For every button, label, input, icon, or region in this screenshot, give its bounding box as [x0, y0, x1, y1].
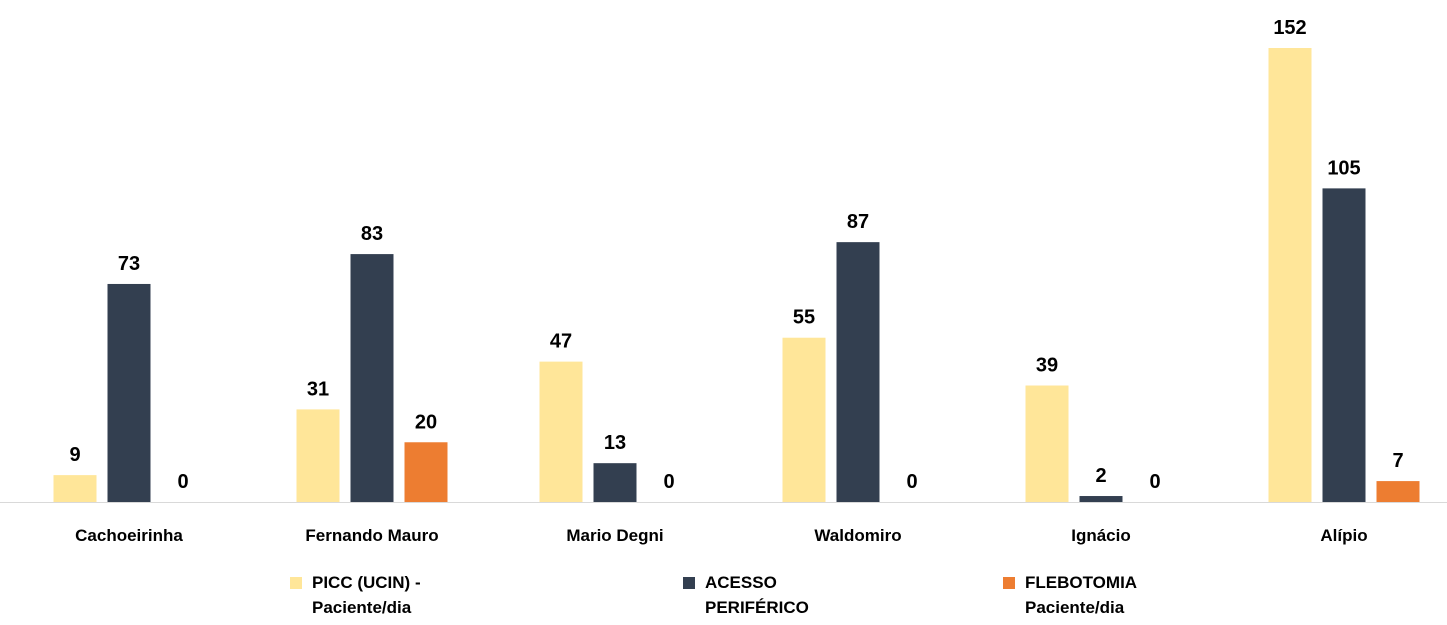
- legend-swatch: [1003, 577, 1015, 589]
- value-label: 31: [307, 378, 329, 400]
- x-tick-label: Cachoeirinha: [75, 526, 183, 545]
- value-label: 47: [550, 331, 572, 353]
- value-label: 0: [906, 471, 917, 493]
- bar: [1322, 188, 1366, 502]
- legend-item: FLEBOTOMIA Paciente/dia: [1003, 573, 1200, 620]
- legend-label: ACESSO PERIFÉRICO Paciente/dia: [705, 573, 809, 625]
- bar: [539, 361, 583, 502]
- bar: [593, 463, 637, 502]
- x-tick-label: Ignácio: [1071, 526, 1131, 545]
- value-label: 9: [69, 444, 80, 466]
- value-label: 55: [793, 307, 815, 329]
- bar: [107, 283, 151, 502]
- value-label: 73: [118, 253, 140, 275]
- value-label: 39: [1036, 355, 1058, 377]
- value-label: 20: [415, 411, 437, 433]
- legend-label: PICC (UCIN) - Paciente/dia: [312, 573, 421, 617]
- value-label: 2: [1095, 465, 1106, 487]
- legend-item: PICC (UCIN) - Paciente/dia: [290, 573, 487, 620]
- value-label: 105: [1327, 157, 1360, 179]
- bar: [1079, 496, 1123, 502]
- bar: [782, 337, 826, 502]
- bar: [1268, 48, 1312, 502]
- bar: [296, 409, 340, 502]
- bar: [404, 442, 448, 502]
- value-label: 152: [1273, 17, 1306, 39]
- value-label: 7: [1392, 450, 1403, 472]
- bar: [1376, 481, 1420, 502]
- bar: [1025, 385, 1069, 502]
- legend-label: FLEBOTOMIA Paciente/dia: [1025, 573, 1137, 617]
- value-label: 13: [604, 432, 626, 454]
- legend-item: ACESSO PERIFÉRICO Paciente/dia: [683, 573, 880, 625]
- value-label: 0: [663, 471, 674, 493]
- value-label: 0: [177, 471, 188, 493]
- bar: [836, 242, 880, 503]
- legend-swatch: [683, 577, 695, 589]
- value-label: 87: [847, 211, 869, 233]
- legend-swatch: [290, 577, 302, 589]
- value-label: 83: [361, 223, 383, 245]
- value-label: 0: [1149, 471, 1160, 493]
- x-tick-label: Fernando Mauro: [305, 526, 438, 545]
- x-tick-label: Mario Degni: [566, 526, 663, 545]
- bar: [53, 475, 97, 502]
- x-tick-label: Waldomiro: [814, 526, 901, 545]
- x-tick-label: Alípio: [1320, 526, 1367, 545]
- bar: [350, 254, 394, 502]
